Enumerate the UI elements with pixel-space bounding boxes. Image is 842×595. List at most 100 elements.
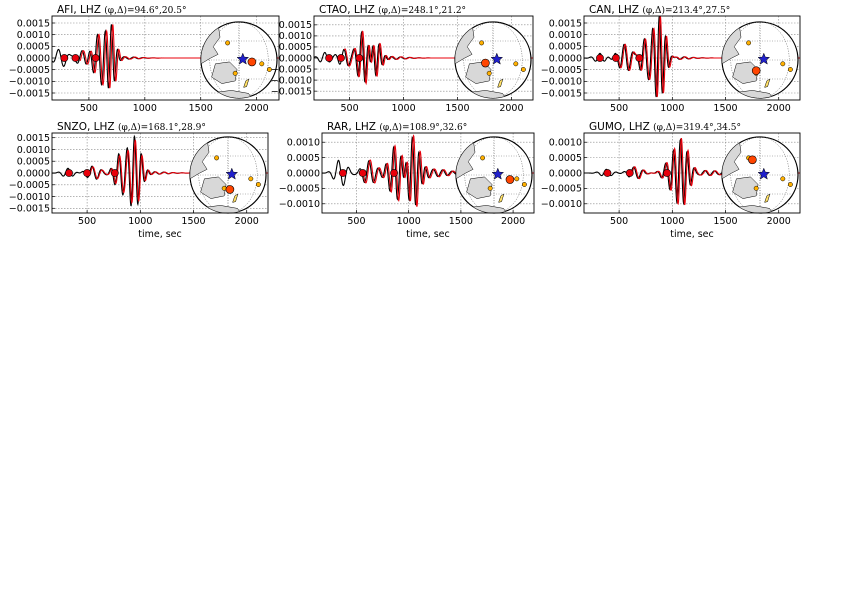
- x-tick-label-1: 1000: [133, 103, 157, 114]
- station-dot-1: [780, 61, 786, 67]
- meridian-2: [730, 137, 790, 213]
- x-tick-label-1: 1000: [397, 216, 421, 227]
- station-dot-1: [513, 61, 519, 67]
- station-dot-2: [255, 182, 261, 187]
- australia-land: [732, 176, 759, 199]
- y-tick-label-3: 0.0000: [549, 53, 582, 64]
- y-tick-label-4: −0.0010: [279, 199, 320, 210]
- y-tick-label-5: −0.0010: [271, 75, 312, 86]
- map-inset: [721, 21, 799, 99]
- station-dot-2: [266, 67, 272, 72]
- panel-title-station: GUMO, LHZ: [589, 121, 653, 133]
- panel-title: SNZO, LHZ (φ,Δ)=168.1°,28.9°: [57, 121, 206, 133]
- y-tick-label-2: 0.0005: [17, 157, 50, 168]
- window-marker-1: [612, 54, 620, 62]
- x-tick-label-0: 500: [341, 103, 359, 114]
- map-inset: [189, 136, 267, 214]
- window-marker-0: [338, 169, 347, 177]
- y-tick-label-4: −0.0005: [9, 180, 50, 191]
- window-marker-1: [71, 54, 80, 62]
- panel-title-angles: (φ,Δ)=108.9°,32.6°: [379, 122, 467, 133]
- x-axis-label: time, sec: [670, 229, 714, 240]
- blue-star-icon: [491, 167, 505, 180]
- window-marker-2: [91, 54, 100, 62]
- meridian-2: [463, 22, 523, 98]
- map-inset: [721, 136, 799, 214]
- orange-circle-icon: [748, 155, 757, 165]
- station-dot-1: [248, 176, 254, 182]
- x-tick-label-3: 2000: [235, 216, 259, 227]
- y-tick-label-2: 0.0005: [17, 42, 50, 53]
- x-tick-label-1: 1000: [391, 103, 415, 114]
- window-marker-1: [83, 169, 92, 177]
- x-tick-label-3: 2000: [245, 103, 269, 114]
- y-tick-label-6: −0.0015: [271, 86, 312, 97]
- station-dot-3: [232, 70, 238, 76]
- y-tick-label-4: −0.0010: [541, 199, 582, 210]
- blue-star-icon: [757, 52, 771, 65]
- australia-land: [211, 61, 238, 84]
- window-marker-2: [110, 169, 119, 177]
- x-tick-label-2: 1500: [189, 103, 213, 114]
- window-marker-2: [390, 169, 398, 177]
- panel-title-angles: (φ,Δ)=248.1°,21.2°: [378, 5, 466, 16]
- map-inset: [454, 21, 532, 99]
- x-tick-label-0: 500: [610, 103, 628, 114]
- window-marker-0: [596, 54, 604, 62]
- globe-content: [722, 137, 798, 213]
- y-tick-label-5: −0.0010: [9, 192, 50, 203]
- y-tick-label-3: 0.0000: [17, 53, 50, 64]
- panel-title-station: CTAO, LHZ: [319, 4, 378, 16]
- x-tick-label-0: 500: [347, 216, 365, 227]
- meridian-2: [209, 22, 269, 98]
- y-tick-label-6: −0.0015: [9, 204, 50, 215]
- blue-star-icon: [757, 167, 771, 180]
- station-dot-2: [787, 182, 793, 187]
- window-marker-2: [635, 54, 644, 62]
- station-dot-0: [746, 40, 752, 46]
- panel-title: RAR, LHZ (φ,Δ)=108.9°,32.6°: [327, 121, 467, 133]
- x-tick-label-3: 2000: [501, 216, 525, 227]
- y-tick-label-5: −0.0010: [9, 77, 50, 88]
- globe-content: [456, 137, 532, 213]
- window-marker-0: [65, 169, 73, 177]
- panel-4: 500 1000 1500 2000 0.0010 0.0005 0.0000 −0.0005…: [279, 121, 535, 240]
- y-tick-label-0: 0.0015: [549, 18, 582, 29]
- y-tick-label-2: 0.0000: [287, 168, 320, 179]
- y-tick-label-0: 0.0015: [17, 18, 50, 29]
- panel-title-angles: (φ,Δ)=319.4°,34.5°: [653, 122, 741, 133]
- x-tick-label-0: 500: [80, 103, 98, 114]
- orange-circle-icon: [481, 58, 490, 68]
- orange-circle-icon: [751, 66, 761, 75]
- globe-content: [201, 22, 277, 98]
- window-marker-0: [60, 54, 69, 62]
- y-tick-label-0: 0.0010: [287, 138, 320, 149]
- meridian-2: [464, 137, 524, 213]
- window-marker-2: [663, 169, 671, 177]
- map-inset: [455, 136, 533, 214]
- x-tick-label-2: 1500: [445, 103, 469, 114]
- y-tick-label-1: 0.0010: [549, 30, 582, 41]
- panel-title-station: CAN, LHZ: [589, 4, 642, 16]
- x-tick-label-0: 500: [78, 216, 96, 227]
- station-dot-3: [486, 70, 492, 76]
- orange-circle-icon: [247, 57, 257, 67]
- x-tick-label-1: 1000: [660, 103, 684, 114]
- y-tick-label-0: 0.0015: [17, 133, 50, 144]
- panel-title: AFI, LHZ (φ,Δ)=94.6°,20.5°: [57, 4, 186, 16]
- y-tick-label-3: 0.0000: [279, 53, 312, 64]
- y-tick-label-4: −0.0005: [271, 64, 312, 75]
- window-marker-2: [355, 54, 364, 62]
- y-tick-label-1: 0.0010: [17, 30, 50, 41]
- y-tick-label-0: 0.0010: [549, 138, 582, 149]
- y-tick-label-1: 0.0010: [279, 31, 312, 42]
- panel-1: 500 1000 1500 20000.00150.00100.00050.0000−…: [271, 4, 534, 114]
- y-tick-label-0: 0.0015: [279, 20, 312, 31]
- y-tick-label-2: 0.0005: [549, 42, 582, 53]
- window-marker-1: [337, 54, 345, 62]
- y-tick-label-5: −0.0010: [541, 77, 582, 88]
- x-tick-label-2: 1500: [713, 103, 737, 114]
- blue-star-icon: [225, 167, 239, 180]
- station-dot-1: [780, 176, 786, 182]
- x-tick-label-3: 2000: [767, 103, 791, 114]
